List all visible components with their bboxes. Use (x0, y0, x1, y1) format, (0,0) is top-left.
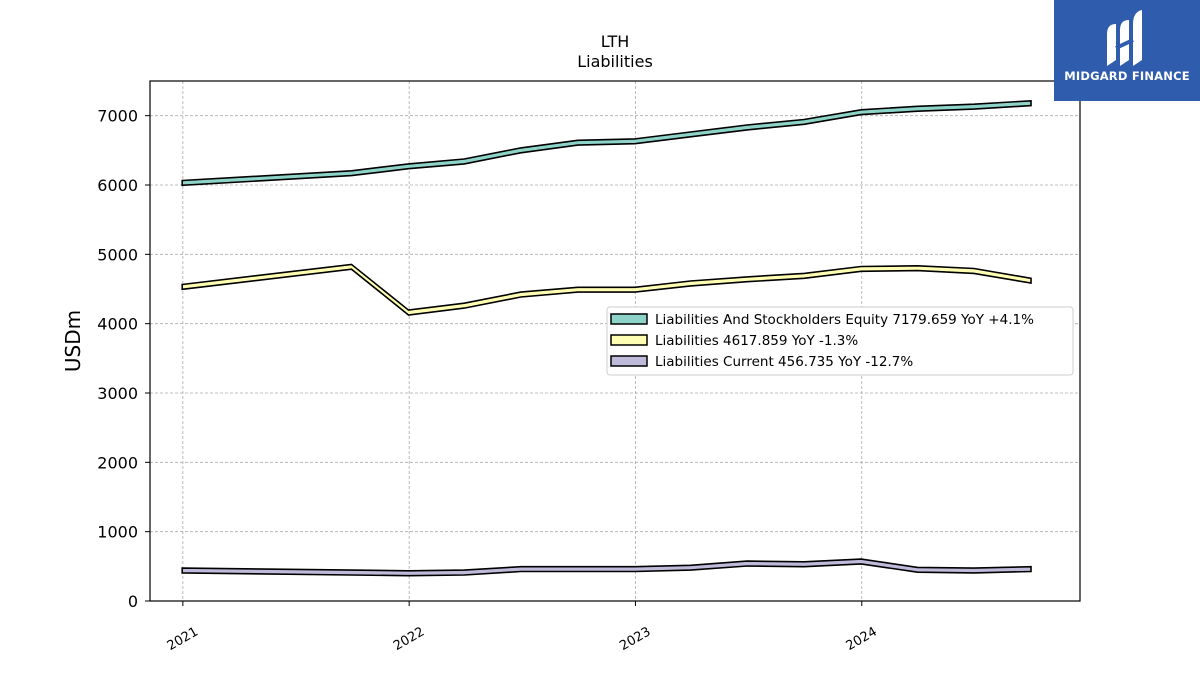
plot-frame (149, 80, 1081, 602)
chart-title: LTH (601, 32, 630, 51)
x-tick-label: 2024 (844, 624, 880, 654)
y-tick-label: 6000 (97, 176, 138, 195)
x-tick-label: 2022 (391, 624, 427, 654)
y-tick-label: 2000 (97, 453, 138, 472)
brand-mark-icon (1107, 10, 1142, 66)
legend-label-3: Liabilities Current 456.735 YoY -12.7% (655, 354, 913, 370)
y-tick-label: 4000 (97, 315, 138, 334)
y-tick-label: 7000 (97, 107, 138, 126)
legend-frame (606, 306, 1074, 376)
legend-swatch-2 (610, 334, 648, 346)
series-layer (181, 99, 1032, 577)
legend: Liabilities And Stockholders Equity 7179… (606, 306, 1074, 376)
brand-name: MIDGARD FINANCE (1064, 69, 1190, 83)
y-tick-label: 1000 (97, 523, 138, 542)
legend-swatch-3 (610, 355, 648, 367)
legend-swatch-1 (610, 313, 648, 325)
series-band-2 (181, 263, 1032, 316)
legend-label-1: Liabilities And Stockholders Equity 7179… (655, 312, 1034, 328)
series-band-3 (181, 558, 1032, 577)
y-tick-label: 5000 (97, 245, 138, 264)
brand-logo: MIDGARD FINANCE (1054, 0, 1200, 101)
y-tick-label: 0 (128, 592, 138, 611)
y-tick-label: 3000 (97, 384, 138, 403)
chart-subtitle: Liabilities (577, 52, 653, 71)
x-tick-label: 2023 (617, 624, 653, 654)
series-band-1 (181, 99, 1032, 187)
legend-label-2: Liabilities 4617.859 YoY -1.3% (655, 333, 858, 349)
y-axis-label: USDm (61, 310, 85, 372)
x-tick-label: 2021 (165, 624, 201, 654)
